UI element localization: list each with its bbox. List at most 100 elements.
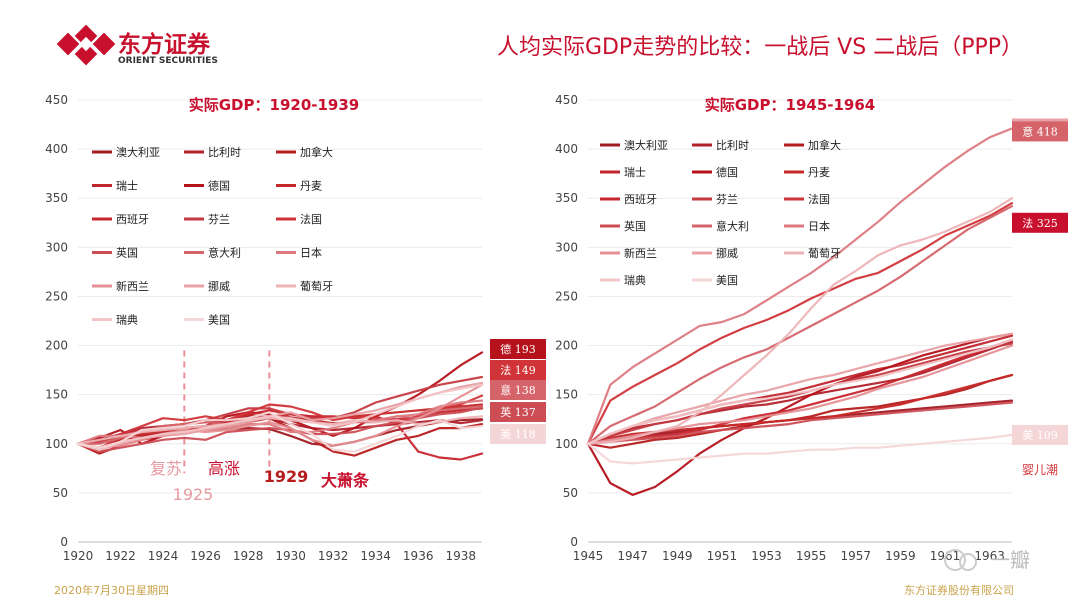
end-label-text: 英 137: [500, 405, 536, 419]
legend-label: 法国: [300, 212, 322, 226]
y-tick-label: 450: [555, 93, 578, 107]
series-line-12: [76, 383, 484, 449]
legend-label: 日本: [808, 219, 830, 233]
slide-title: 人均实际GDP走势的比较：一战后 VS 二战后（PPP）: [497, 35, 1023, 60]
y-tick-label: 0: [570, 535, 578, 549]
y-tick-label: 350: [45, 191, 68, 205]
chart-1920-1939: 0 50 100 150 200 250 300 350 400 450 1920 1922 1924 1…: [45, 93, 546, 563]
y-tick-label: 300: [45, 240, 68, 254]
legend-label: 美国: [716, 274, 738, 287]
legend-label: 新西兰: [624, 246, 657, 260]
x-tick-label: 1926: [190, 549, 221, 563]
x-tick-label: 1951: [707, 549, 738, 563]
series-line-16: [76, 411, 484, 453]
annotation-text: 1929: [264, 467, 309, 486]
y-tick-label: 150: [45, 388, 68, 402]
legend-label: 芬兰: [716, 193, 738, 206]
legend-label: 西班牙: [116, 213, 149, 226]
legend-label: 挪威: [208, 279, 230, 293]
end-label-box: [490, 424, 546, 444]
y-tick-label: 400: [555, 142, 578, 156]
legend-label: 比利时: [208, 146, 241, 159]
y-tick-label: 450: [45, 93, 68, 107]
legend-label: 澳大利亚: [624, 138, 668, 152]
watermark-text: 一瓣: [990, 548, 1030, 572]
y-tick-label: 100: [555, 437, 578, 451]
y-tick-label: 300: [555, 240, 578, 254]
x-tick-label: 1936: [403, 549, 434, 563]
end-label-text: 美 118: [500, 428, 536, 441]
x-tick-label: 1938: [445, 549, 476, 563]
legend-label: 挪威: [716, 246, 738, 260]
y-tick-label: 50: [53, 486, 68, 500]
x-tick-label: 1928: [233, 549, 264, 563]
legend-label: 瑞典: [116, 313, 138, 327]
y-tick-label: 250: [45, 289, 68, 303]
legend-label: 芬兰: [208, 213, 230, 226]
series-line-15: [586, 338, 1014, 445]
legend-label: 澳大利亚: [116, 145, 160, 159]
legend-label: 丹麦: [808, 166, 830, 179]
end-label-box: [1012, 424, 1068, 445]
series-line-14: [586, 197, 1014, 445]
end-label-box: [490, 360, 546, 380]
y-tick-label: 200: [555, 339, 578, 353]
series-line-13: [586, 332, 1014, 445]
logo-mark-icon: [56, 24, 116, 66]
y-tick-label: 250: [555, 289, 578, 303]
x-tick-label: 1934: [360, 549, 391, 563]
legend-label: 新西兰: [116, 279, 149, 293]
x-tick-label: 1957: [841, 549, 872, 563]
x-tick-label: 1953: [751, 549, 782, 563]
y-tick-label: 0: [60, 535, 68, 549]
y-tick-label: 200: [45, 339, 68, 353]
x-tick-label: 1947: [617, 549, 648, 563]
footer-date: 2020年7月30日星期四: [54, 583, 169, 597]
chart-1945-1964: 0 50 100 150 200 250 300 350 400 450 1945 1947 1949 1…: [555, 93, 1068, 563]
series-line-11: [586, 127, 1014, 445]
legend-label: 葡萄牙: [808, 247, 841, 260]
y-tick-label: 50: [563, 486, 578, 500]
x-tick-label: 1945: [573, 549, 604, 563]
legend-label: 加拿大: [808, 138, 841, 152]
footer-company: 东方证券股份有限公司: [904, 583, 1014, 597]
y-tick-label: 400: [45, 142, 68, 156]
chart-title: 实际GDP：1920-1939: [189, 96, 359, 114]
brand-logo: 东方证券 ORIENT SECURITIES: [56, 24, 218, 66]
series-line-8: [586, 202, 1014, 445]
x-tick-label: 1932: [318, 549, 349, 563]
end-label-text: 美 109: [1022, 429, 1058, 442]
y-tick-label: 100: [45, 437, 68, 451]
y-tick-label: 150: [555, 388, 578, 402]
series-line-4: [586, 332, 1014, 496]
end-label-box: [1012, 212, 1068, 233]
legend-label: 英国: [116, 246, 138, 260]
end-label-box: [490, 380, 546, 400]
end-label-box: [1012, 121, 1068, 142]
x-tick-label: 1920: [63, 549, 94, 563]
legend-label: 德国: [208, 179, 230, 193]
x-tick-label: 1955: [796, 549, 827, 563]
x-tick-label: 1924: [148, 549, 179, 563]
x-tick-label: 1963: [974, 549, 1005, 563]
wechat-icon: [944, 549, 966, 571]
legend-label: 葡萄牙: [300, 280, 333, 293]
legend-label: 比利时: [716, 139, 749, 152]
legend-label: 法国: [808, 192, 830, 206]
end-label-text: 意 418: [1022, 124, 1058, 138]
series-line-3: [586, 334, 1014, 445]
brand-name-en: ORIENT SECURITIES: [118, 56, 218, 66]
legend-label: 意大利: [716, 219, 749, 233]
chart-title: 实际GDP：1945-1964: [705, 96, 875, 114]
legend-label: 德国: [716, 165, 738, 179]
annotation-text: 1925: [173, 485, 214, 504]
series-line-9: [586, 401, 1014, 445]
legend-label: 丹麦: [300, 180, 322, 193]
annotation-text: 婴儿潮: [1022, 462, 1058, 477]
legend-label: 西班牙: [624, 193, 657, 206]
annotation-text: 复苏: [150, 459, 182, 478]
end-label-text: 意 138: [500, 383, 536, 397]
legend-label: 加拿大: [300, 145, 333, 159]
end-label-text: 法 149: [500, 363, 536, 377]
